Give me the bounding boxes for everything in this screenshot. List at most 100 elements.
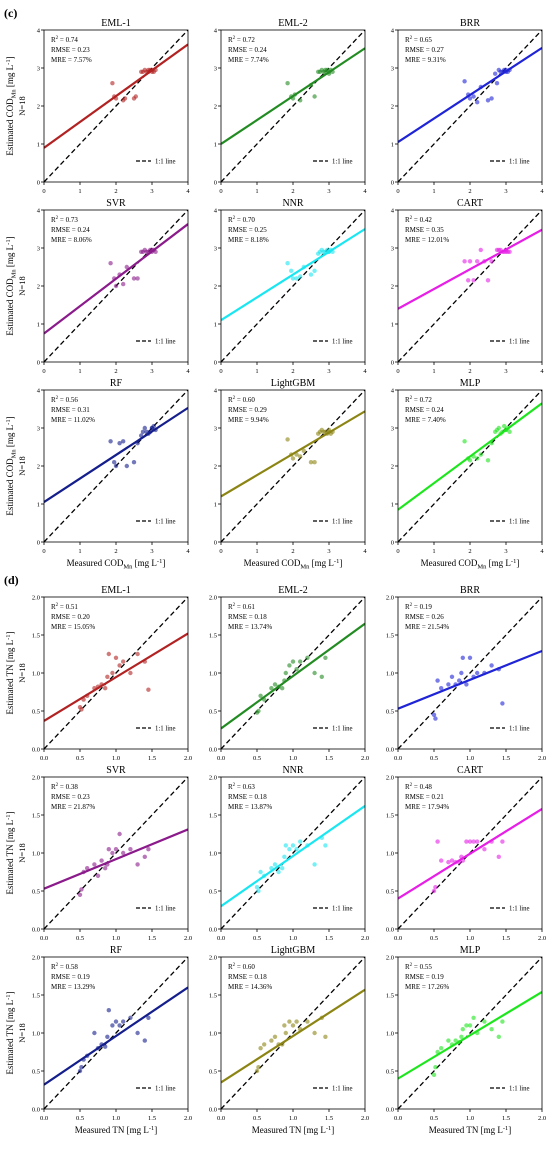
x-tick-label: 2.0 <box>361 935 369 942</box>
stat-mre: MRE = 21.54% <box>405 623 449 631</box>
subplot-d-NNR: NNR 0.00.0 0.5 0.5 1.0 1.0 1.5 1.5 2.0 2.0 R2 = 0.… <box>209 765 369 942</box>
plot-area <box>44 30 188 182</box>
y-tick-label: 1.5 <box>386 813 394 820</box>
subplot-title: EML-1 <box>101 585 130 596</box>
y-axis-label-main: Estimated TN <box>5 844 15 895</box>
plot-frame <box>220 956 366 1110</box>
data-point <box>478 452 483 457</box>
data-point <box>258 693 263 698</box>
x-tick-label: 0.0 <box>394 935 402 942</box>
stat-r2: R2 = 0.63 <box>228 783 255 791</box>
x-tick-label: 3 <box>327 188 330 195</box>
data-point <box>280 686 285 691</box>
data-point <box>498 69 503 75</box>
stat-rmse: RMSE = 0.25 <box>228 226 267 234</box>
x-tick-label: 0 <box>219 368 222 375</box>
y-tick-label: 2.0 <box>209 595 217 602</box>
y-tick-label: 1.5 <box>209 813 217 820</box>
x-axis-label: Measured TN [mg L-1] <box>75 1125 158 1135</box>
data-point <box>431 1072 437 1078</box>
stat-r2-symbol: R <box>228 36 233 44</box>
data-point <box>77 892 83 897</box>
data-point <box>467 96 473 101</box>
data-point <box>459 670 464 676</box>
x-axis-label: Measured CODMn [mg L-1] <box>67 558 166 571</box>
y-tick-label: 2.0 <box>32 775 40 782</box>
x-tick-label: 3 <box>150 368 153 375</box>
stat-r2-symbol: R <box>228 963 233 971</box>
stat-rmse: RMSE = 0.31 <box>51 406 90 414</box>
one-to-one-line <box>398 390 542 542</box>
data-point <box>113 1019 119 1024</box>
y-tick-label: 3 <box>37 426 40 433</box>
data-point <box>282 1023 287 1028</box>
y-tick-label: 0 <box>391 360 394 367</box>
subplot-title: LightGBM <box>271 378 316 389</box>
y-tick-label: 0.5 <box>32 1069 40 1076</box>
y-tick-label: 1.5 <box>209 633 217 640</box>
stat-r2: R2 = 0.72 <box>228 36 255 44</box>
data-point <box>446 682 451 687</box>
data-point <box>459 1034 464 1040</box>
y-tick-label: 2.0 <box>386 595 394 602</box>
data-point <box>471 278 476 283</box>
legend-label: 1:1 line <box>332 519 353 526</box>
regression-line <box>44 986 188 1086</box>
data-point <box>113 463 119 469</box>
data-point <box>110 1023 115 1028</box>
plot-area <box>221 957 365 1109</box>
data-point <box>124 463 129 469</box>
data-point <box>323 843 328 848</box>
data-point <box>294 667 299 672</box>
subplot-title: RF <box>110 378 123 389</box>
legend-label: 1:1 line <box>332 1086 353 1093</box>
plot-area <box>398 777 542 929</box>
x-tick-label: 4 <box>540 188 544 195</box>
data-point <box>462 79 467 84</box>
y-axis-label-main: Estimated COD <box>5 98 15 156</box>
plot-area <box>44 597 188 749</box>
y-tick-label: 2.0 <box>209 775 217 782</box>
data-point <box>305 1019 310 1024</box>
stat-r2-value: = 0.56 <box>58 396 78 404</box>
x-tick-label: 1 <box>78 188 81 195</box>
y-axis-label-unit: [mg L <box>5 820 15 845</box>
plot-area <box>44 957 188 1109</box>
y-tick-label: 2.0 <box>32 955 40 962</box>
regression-line <box>398 46 542 144</box>
stat-r2-sup: 2 <box>410 603 413 608</box>
stat-r2-sup: 2 <box>410 396 413 401</box>
subplot-title: NNR <box>282 198 303 209</box>
stat-r2: R2 = 0.58 <box>51 963 78 971</box>
data-point <box>121 850 126 856</box>
data-point <box>500 701 505 706</box>
x-tick-label: 2 <box>114 368 117 375</box>
data-point <box>467 259 473 264</box>
data-point <box>460 1027 465 1032</box>
stat-r2: R2 = 0.72 <box>405 396 432 404</box>
y-tick-label: 4 <box>391 208 395 215</box>
y-tick-label: 0 <box>391 540 394 547</box>
data-point <box>493 71 498 76</box>
subplot-d-CART: CART 0.00.0 0.5 0.5 1.0 1.0 1.5 1.5 2.0 2.0 R2 = 0… <box>386 765 546 942</box>
plot-area <box>221 30 365 182</box>
data-point <box>312 1030 317 1036</box>
y-tick-label: 0 <box>37 180 40 187</box>
y-tick-label: 1.5 <box>386 993 394 1000</box>
data-point <box>305 655 310 660</box>
legend-label: 1:1 line <box>509 159 530 166</box>
y-axis-label-sup: -1 <box>5 419 12 424</box>
stat-rmse: RMSE = 0.19 <box>51 973 90 981</box>
y-tick-label: 2.0 <box>32 595 40 602</box>
x-axis-label-unit: [mg L <box>124 1125 149 1135</box>
stat-mre: MRE = 8.18% <box>228 236 269 244</box>
subplot-d-EML-1: EML-1 0.00.0 0.5 0.5 1.0 1.0 1.5 1.5 2.0 2.0 R2 = … <box>32 585 192 762</box>
x-tick-label: 0 <box>42 548 45 555</box>
y-tick-label: 1.0 <box>386 671 394 678</box>
y-axis-label-main: Estimated COD <box>5 278 15 336</box>
x-axis-label-main: Measured TN <box>75 1125 125 1135</box>
legend-label: 1:1 line <box>155 519 176 526</box>
y-tick-label: 0.0 <box>32 747 40 754</box>
